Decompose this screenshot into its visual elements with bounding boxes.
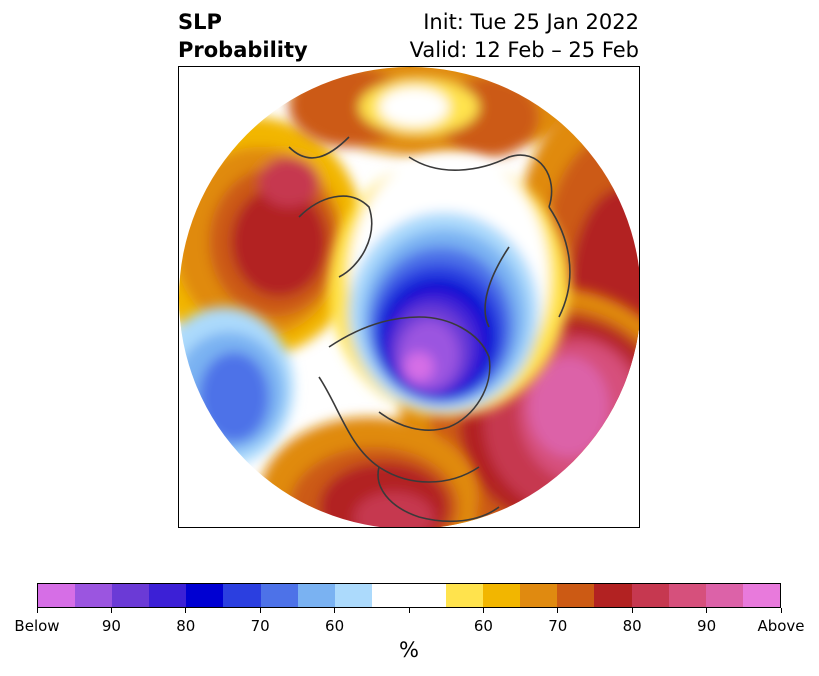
colorbar-tick — [334, 608, 336, 613]
title-left: SLP Probability — [178, 8, 308, 64]
colorbar-segment — [594, 584, 632, 607]
colorbar-tick — [557, 608, 559, 613]
colorbar-tick — [482, 608, 484, 613]
colorbar-segment — [446, 584, 484, 607]
map-svg — [179, 67, 639, 527]
europe-high — [289, 67, 589, 157]
colorbar-tick-label: 90 — [697, 617, 717, 635]
colorbar-tick — [110, 608, 112, 613]
colorbar-tick-label: 80 — [622, 617, 642, 635]
title-init-date: Init: Tue 25 Jan 2022 — [423, 10, 639, 34]
title-valid-range: Valid: 12 Feb – 25 Feb — [409, 38, 639, 62]
colorbar-segment — [371, 584, 409, 607]
polar-map — [178, 66, 640, 528]
colorbar-tick — [185, 608, 187, 613]
colorbar-segment — [260, 584, 298, 607]
colorbar-segment — [297, 584, 335, 607]
colorbar-tick — [36, 608, 38, 613]
colorbar-tick-label: 70 — [548, 617, 568, 635]
colorbar-segment — [742, 584, 780, 607]
eastern-us-high — [259, 417, 479, 527]
colorbar-segment — [408, 584, 447, 607]
colorbar-segment — [483, 584, 521, 607]
colorbar-segment — [520, 584, 558, 607]
colorbar-segment — [631, 584, 669, 607]
colorbar-tick-label: Above — [757, 617, 805, 635]
probability-field — [179, 67, 639, 527]
colorbar-segment — [149, 584, 187, 607]
colorbar-segment — [557, 584, 595, 607]
colorbar-segment — [223, 584, 261, 607]
title-variable: SLP — [178, 10, 222, 34]
coastlines — [288, 136, 571, 523]
colorbar-tick — [631, 608, 633, 613]
colorbar-segment — [668, 584, 706, 607]
colorbar-segment — [112, 584, 150, 607]
colorbar-segment — [186, 584, 224, 607]
title-right: Init: Tue 25 Jan 2022 Valid: 12 Feb – 25… — [410, 8, 639, 64]
colorbar-tick — [706, 608, 708, 613]
colorbar-segment — [705, 584, 743, 607]
colorbar-tick-label: 80 — [176, 617, 196, 635]
colorbar-tick — [408, 608, 410, 613]
colorbar-tick-label: 70 — [250, 617, 270, 635]
colorbar — [37, 583, 781, 608]
colorbar-unit: % — [399, 638, 419, 662]
colorbar-segment — [38, 584, 76, 607]
colorbar-tick — [780, 608, 782, 613]
title-probability: Probability — [178, 38, 308, 62]
polar-low — [329, 152, 569, 417]
colorbar-segment — [334, 584, 372, 607]
colorbar-tick-label: 60 — [473, 617, 493, 635]
colorbar-tick-label: 90 — [101, 617, 121, 635]
colorbar-tick — [259, 608, 261, 613]
colorbar-tick-label: Below — [14, 617, 60, 635]
colorbar-segment — [75, 584, 113, 607]
colorbar-tick-label: 60 — [325, 617, 345, 635]
